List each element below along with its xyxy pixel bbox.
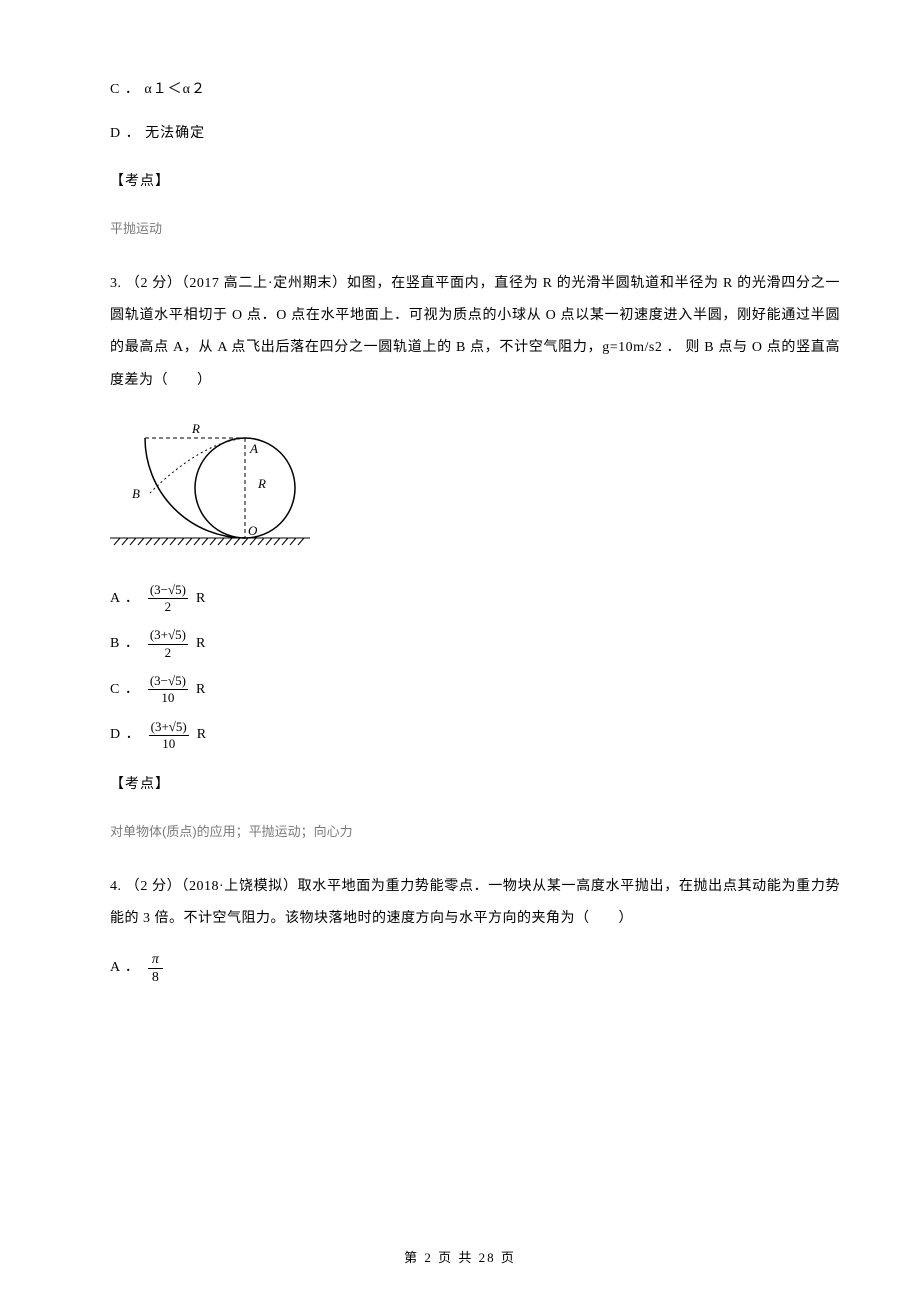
diagram-label-O: O [248, 523, 258, 538]
q4-stem: 4. （2 分）（2018·上饶模拟）取水平地面为重力势能零点．一物块从某一高度… [110, 871, 840, 935]
q2-option-c: C ． α１＜α２ [110, 76, 840, 104]
option-tail: R [196, 630, 206, 658]
option-label: B ． [110, 630, 140, 658]
q3-kaodian-text: 对单物体(质点)的应用；平抛运动；向心力 [110, 819, 840, 845]
option-label: D ． [110, 721, 141, 749]
diagram-label-B: B [132, 486, 140, 501]
option-label: C ． [110, 676, 140, 704]
option-tail: R [196, 676, 206, 704]
option-label: A ． [110, 585, 140, 613]
fraction-icon: (3−√5) 10 [148, 674, 188, 706]
q3-diagram: R A R B O [110, 413, 840, 569]
option-tail: R [197, 721, 207, 749]
diagram-label-A: A [249, 441, 258, 456]
q3-option-c: C ． (3−√5) 10 R [110, 674, 840, 706]
diagram-label-R-mid: R [257, 476, 266, 491]
q3-stem: 3. （2 分）（2017 高二上·定州期末）如图，在竖直平面内，直径为 R 的… [110, 268, 840, 397]
diagram-label-R-top: R [191, 421, 200, 436]
fraction-icon: (3−√5) 2 [148, 583, 188, 615]
fraction-icon: (3+√5) 10 [149, 720, 189, 752]
fraction-icon: π 8 [148, 952, 163, 986]
page-footer: 第 2 页 共 28 页 [0, 1247, 920, 1266]
q3-option-d: D ． (3+√5) 10 R [110, 720, 840, 752]
document-page: C ． α１＜α２ D ． 无法确定 【考点】 平抛运动 3. （2 分）（20… [0, 0, 920, 985]
option-label: A ． [110, 954, 140, 982]
q3-option-a: A ． (3−√5) 2 R [110, 583, 840, 615]
fraction-icon: (3+√5) 2 [148, 628, 188, 660]
q2-option-d: D ． 无法确定 [110, 120, 840, 148]
q4-option-a: A ． π 8 [110, 952, 840, 986]
option-tail: R [196, 585, 206, 613]
q2-kaodian-label: 【考点】 [110, 168, 840, 196]
q3-kaodian-label: 【考点】 [110, 771, 840, 799]
q2-kaodian-text: 平抛运动 [110, 216, 840, 242]
q3-option-b: B ． (3+√5) 2 R [110, 628, 840, 660]
